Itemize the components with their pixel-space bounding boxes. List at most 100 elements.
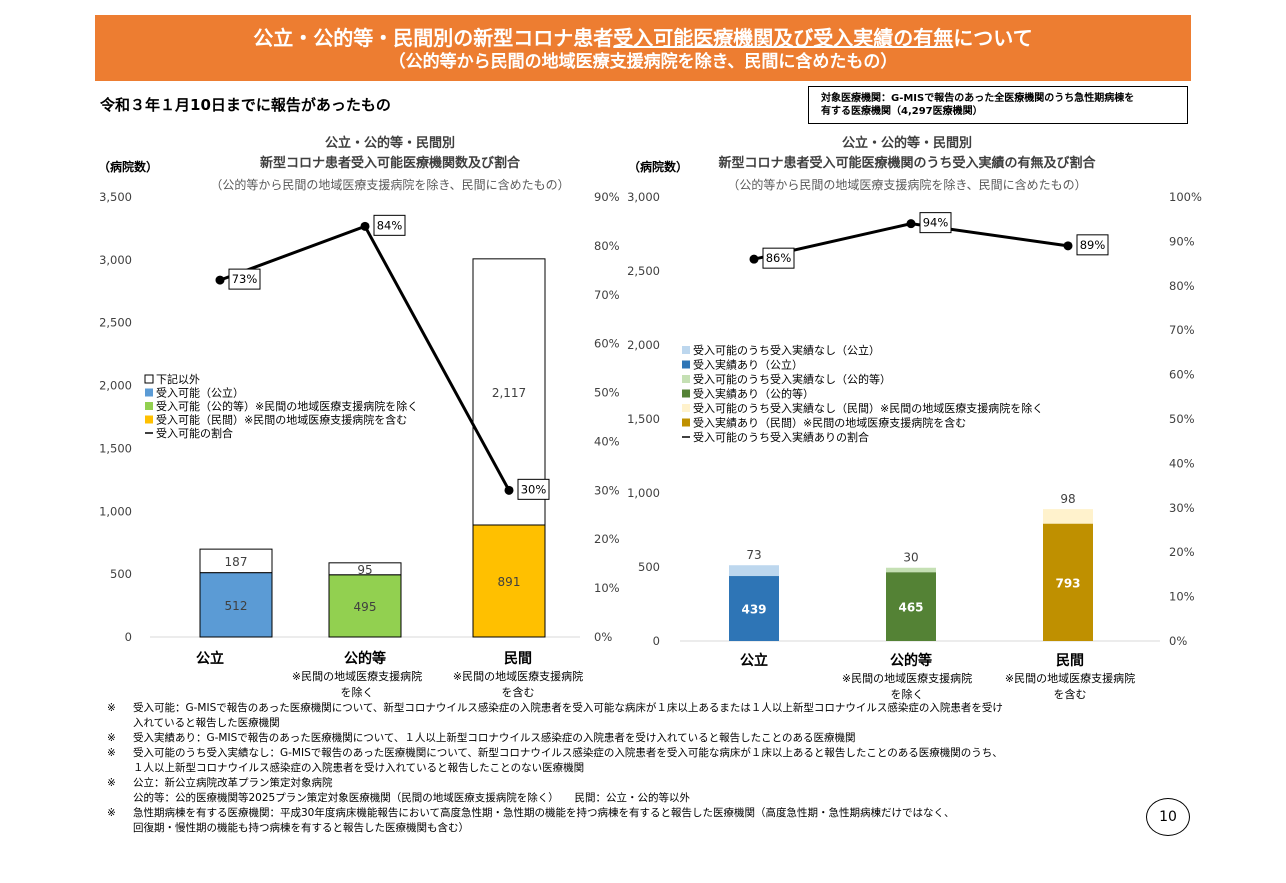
x-category-note: を除く [341, 685, 374, 699]
y2-tick-label: 10% [1169, 590, 1195, 604]
ratio-label: 84% [377, 218, 403, 232]
footnote: ※ 受入実績あり：G-MISで報告のあった医療機関について、１人以上新型コロナウイ… [107, 731, 1147, 746]
footnote-text: 受入実績あり：G-MISで報告のあった医療機関について、１人以上新型コロナウイル… [133, 731, 1147, 746]
page-subtitle: （公的等から民間の地域医療支援病院を除き、民間に含めたもの） [388, 52, 898, 72]
footnote: ※ 受入可能：G-MISで報告のあった医療機関について、新型コロナウイルス感染症の… [107, 701, 1147, 731]
legend-swatch [682, 346, 690, 354]
bar-segment-top [199, 548, 273, 574]
x-category-note: を含む [1054, 687, 1087, 700]
bar-value-label: 793 [1055, 576, 1080, 590]
y-tick-label: 500 [638, 560, 660, 574]
y2-tick-label: 30% [594, 483, 620, 497]
bar-value-label: 2,117 [492, 386, 526, 400]
legend-swatch [144, 374, 154, 384]
chart-title: 新型コロナ患者受入可能医療機関数及び割合 [260, 155, 521, 171]
footnote-mark: ※ [107, 732, 116, 744]
ratio-label-box [762, 247, 795, 269]
ratio-point [906, 219, 916, 229]
chart-subtitle: （公的等から民間の地域医療支援病院を除き、民間に含めたもの） [210, 177, 569, 192]
y2-tick-label: 80% [1169, 279, 1195, 293]
y2-tick-label: 0% [1169, 634, 1187, 648]
y-tick-label: 2,000 [627, 338, 660, 352]
footnote-mark: ※ [107, 777, 116, 789]
x-category-note: を含む [502, 685, 535, 699]
legend-label: 受入可能（公立） [156, 386, 244, 400]
y-axis-label: （病院数） [628, 159, 688, 174]
legend-label: 受入可能のうち受入実績なし（公立） [693, 343, 880, 357]
x-category-label: 公立 [740, 652, 768, 669]
y2-tick-label: 20% [1169, 545, 1195, 559]
y-tick-label: 1,500 [99, 441, 132, 455]
page-number: 10 [1146, 798, 1190, 836]
footnote-mark: ※ [107, 747, 116, 759]
legend-label: 受入実績あり（民間）※民間の地域医療支援病院を含む [693, 416, 966, 430]
footnote-text: 公立：新公立病院改革プラン策定対象病院公的等：公的医療機関等2025プラン策定対… [133, 776, 1147, 806]
legend-label: 受入実績あり（公的等） [693, 387, 814, 401]
page-title: 公立・公的等・民間別の新型コロナ患者受入可能医療機関及び受入実績の有無について [253, 26, 1033, 50]
x-category-label: 民間 [504, 651, 532, 667]
bar-value-label: 512 [225, 599, 248, 613]
footnote-line: 急性期病棟を有する医療機関：平成30年度病床機能報告において高度急性期・急性期の… [133, 807, 955, 819]
x-category-note: ※民間の地域医療支援病院 [1005, 671, 1135, 685]
ratio-point [215, 275, 225, 285]
ratio-label-box [919, 212, 952, 234]
footnote-mark: ※ [107, 807, 116, 819]
y2-tick-label: 40% [1169, 456, 1195, 470]
bar-segment-top [886, 567, 936, 573]
bar-value-label: 465 [898, 601, 923, 615]
legend-label: 受入実績あり（公立） [693, 358, 803, 372]
footnotes: ※ 受入可能：G-MISで報告のあった医療機関について、新型コロナウイルス感染症の… [107, 701, 1147, 836]
y2-tick-label: 10% [594, 581, 620, 595]
y2-tick-label: 40% [594, 434, 620, 448]
bar-value-label: 95 [357, 563, 372, 577]
chart-subtitle: （公的等から民間の地域医療支援病院を除き、民間に含めたもの） [727, 177, 1086, 192]
date-note: 令和３年１月10日までに報告があったもの [100, 96, 391, 114]
y2-tick-label: 50% [594, 386, 620, 400]
legend-label: 受入可能（公的等）※民間の地域医療支援病院を除く [156, 399, 418, 413]
legend-label: 下記以外 [156, 372, 200, 386]
bar-segment-top [328, 562, 402, 576]
footnote-line: 入れていると報告した医療機関 [133, 717, 280, 729]
y-axis-label: （病院数） [98, 159, 158, 174]
ratio-label-box [373, 214, 406, 236]
ratio-label: 73% [232, 272, 258, 286]
y2-tick-label: 60% [594, 337, 620, 351]
bar-value-label: 73 [746, 548, 761, 562]
chart-title: 公立・公的等・民間別 [325, 135, 455, 151]
x-category-label: 公立 [196, 650, 224, 667]
y-tick-label: 1,000 [99, 504, 132, 518]
chart-title: 公立・公的等・民間別 [842, 135, 972, 151]
y-tick-label: 3,000 [627, 190, 660, 204]
bar-segment-bottom [199, 572, 273, 638]
y-tick-label: 500 [110, 567, 132, 581]
legend-label: 受入可能のうち受入実績ありの割合 [693, 430, 869, 444]
ratio-label: 89% [1080, 238, 1106, 252]
y-tick-label: 0 [125, 630, 132, 644]
ratio-label: 94% [923, 216, 949, 230]
y2-tick-label: 0% [594, 630, 612, 644]
bar-value-label: 439 [741, 603, 766, 617]
bar-value-label: 30 [903, 551, 918, 565]
ratio-label: 86% [766, 251, 792, 265]
footnote-line: 公立：新公立病院改革プラン策定対象病院 [133, 777, 333, 789]
bar-value-label: 891 [498, 575, 521, 589]
legend-swatch [145, 415, 153, 424]
y-tick-label: 0 [653, 634, 660, 648]
x-category-note: を除く [891, 687, 924, 700]
y-tick-label: 3,000 [99, 253, 132, 267]
footnote-line: 回復期・慢性期の機能も持つ病棟を有すると報告した医療機関も含む） [133, 822, 469, 834]
y2-tick-label: 100% [1169, 190, 1202, 204]
ratio-line [753, 222, 1069, 261]
bar-segment-bottom [886, 572, 936, 641]
x-category-label: 公的等 [890, 652, 932, 669]
y2-tick-label: 50% [1169, 412, 1195, 426]
footnote: ※ 公立：新公立病院改革プラン策定対象病院公的等：公的医療機関等2025プラン策定… [107, 776, 1147, 806]
x-category-label: 公的等 [344, 650, 386, 667]
ratio-point [360, 221, 370, 231]
y-tick-label: 2,500 [627, 264, 660, 278]
footnote-line: 公的等：公的医療機関等2025プラン策定対象医療機関（民間の地域医療支援病院を除… [133, 792, 690, 804]
title-banner: 公立・公的等・民間別の新型コロナ患者受入可能医療機関及び受入実績の有無について … [95, 15, 1191, 81]
chart-title: 新型コロナ患者受入可能医療機関のうち受入実績の有無及び割合 [718, 155, 1096, 171]
bar-value-label: 187 [225, 555, 248, 569]
bar-segment-top [1043, 509, 1093, 524]
